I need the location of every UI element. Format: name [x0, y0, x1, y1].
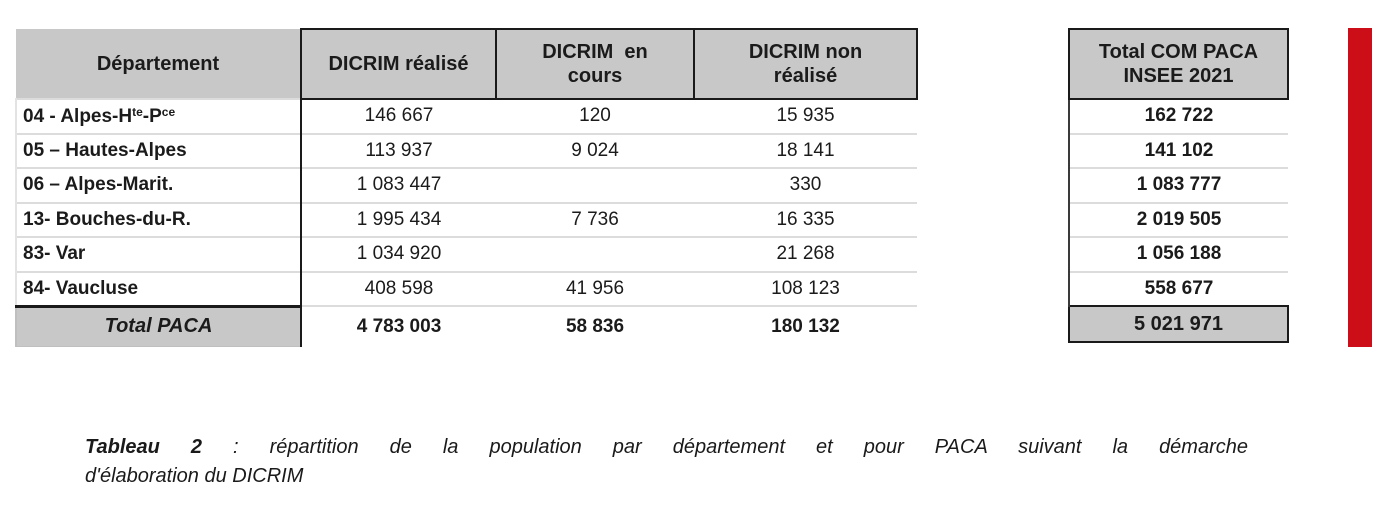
table-row: 1 056 188 [1068, 236, 1288, 272]
table-row: 84- Vaucluse 408 598 41 956 108 123 [15, 270, 917, 306]
insee-value-cell: 141 102 [1068, 132, 1288, 168]
insee-header: Total COM PACA INSEE 2021 [1068, 28, 1289, 100]
insee-table-body: 162 722 141 102 1 083 777 2 019 505 1 056 18… [1068, 98, 1289, 343]
value-cell: 21 268 [694, 236, 917, 272]
total-label-cell: Total PACA [15, 304, 302, 347]
table-row: 162 722 [1068, 98, 1288, 134]
table-row: 1 083 777 [1068, 167, 1288, 203]
value-cell: 146 667 [301, 98, 496, 134]
dept-superscript: ce [161, 104, 176, 119]
header-line: Total COM PACA [1098, 41, 1259, 63]
value-cell: 108 123 [694, 270, 917, 306]
col-header-3: DICRIM non réalisé [693, 28, 918, 100]
dicrim-by-department-table: Département DICRIM réalisé DICRIM en cours D… [15, 28, 918, 347]
value-cell: 41 956 [496, 270, 694, 306]
dept-text: 84- Vaucluse [23, 277, 139, 299]
dept-text: 83- Var [23, 243, 86, 265]
insee-totals-table: Total COM PACA INSEE 2021 162 722 141 102 1… [1068, 28, 1289, 343]
table-row: 06 – Alpes-Marit. 1 083 447 330 [15, 167, 917, 203]
value-cell: 113 937 [301, 132, 496, 168]
insee-total-cell: 5 021 971 [1068, 305, 1289, 343]
insee-table-header: Total COM PACA INSEE 2021 [1068, 28, 1289, 100]
caption-separator: : [233, 436, 239, 458]
dept-text: 06 – Alpes-Marit. [23, 174, 174, 196]
insee-value-cell: 1 083 777 [1068, 167, 1288, 203]
dept-cell: 06 – Alpes-Marit. [15, 167, 302, 203]
header-line: cours [567, 65, 623, 87]
value-cell: 7 736 [496, 201, 694, 237]
value-cell: 1 083 447 [301, 167, 496, 203]
table-row: 558 677 [1068, 270, 1288, 306]
dept-superscript: te [132, 104, 143, 119]
header-line: réalisé [773, 65, 838, 87]
header-row: Département DICRIM réalisé DICRIM en cours D… [16, 28, 918, 100]
table-row: 83- Var 1 034 920 21 268 [15, 236, 917, 272]
value-cell: 1 995 434 [301, 201, 496, 237]
caption-text: répartition de la population par départe… [269, 436, 1248, 458]
table-row: 05 – Hautes-Alpes 113 937 9 024 18 141 [15, 132, 917, 168]
total-value-cell: 180 132 [694, 305, 917, 346]
dept-cell: 83- Var [15, 236, 302, 272]
header-line: Département [96, 52, 220, 75]
insee-value-cell: 162 722 [1068, 98, 1288, 134]
value-cell [496, 236, 694, 272]
total-value-cell: 58 836 [496, 305, 694, 346]
total-row: 5 021 971 [1068, 305, 1289, 343]
dept-text: 13- Bouches-du-R. [23, 208, 191, 230]
dept-text: -P [142, 105, 162, 127]
dept-cell: 04 - Alpes-Hte-Pce [15, 98, 302, 134]
value-cell: 16 335 [694, 201, 917, 237]
col-header-0: Département [16, 29, 301, 99]
dept-text: 05 – Hautes-Alpes [23, 139, 187, 161]
table-row: 141 102 [1068, 132, 1288, 168]
caption-line-1: Tableau 2 : répartition de la population… [85, 433, 1248, 462]
value-cell: 1 034 920 [301, 236, 496, 272]
value-cell: 408 598 [301, 270, 496, 306]
header-row: Total COM PACA INSEE 2021 [1068, 28, 1289, 100]
dept-text: 04 - Alpes-H [23, 105, 133, 127]
value-cell [496, 167, 694, 203]
insee-value-cell: 558 677 [1068, 270, 1288, 306]
dicrim-table-body: 04 - Alpes-Hte-Pce 146 667 120 15 935 05 – H… [15, 98, 917, 347]
header-line: DICRIM non [748, 41, 863, 63]
dept-cell: 05 – Hautes-Alpes [15, 132, 302, 168]
insee-totals-container: Total COM PACA INSEE 2021 162 722 141 102 1… [1068, 28, 1289, 343]
col-header-2: DICRIM en cours [495, 28, 695, 100]
table-row: 13- Bouches-du-R. 1 995 434 7 736 16 335 [15, 201, 917, 237]
insee-value-cell: 2 019 505 [1068, 201, 1288, 237]
caption-label: Tableau 2 [85, 436, 202, 458]
table-caption: Tableau 2 : répartition de la population… [85, 433, 1248, 490]
red-accent-bar [1348, 28, 1372, 347]
header-line: DICRIM en [542, 41, 648, 63]
value-cell: 18 141 [694, 132, 917, 168]
value-cell: 120 [496, 98, 694, 134]
dept-cell: 13- Bouches-du-R. [15, 201, 302, 237]
header-line: DICRIM réalisé [328, 53, 469, 75]
dicrim-table-header: Département DICRIM réalisé DICRIM en cours D… [16, 28, 918, 100]
dept-cell: 84- Vaucluse [15, 270, 302, 306]
insee-value-cell: 1 056 188 [1068, 236, 1288, 272]
value-cell: 9 024 [496, 132, 694, 168]
total-value-cell: 4 783 003 [301, 305, 496, 346]
dicrim-table-container: Département DICRIM réalisé DICRIM en cours D… [15, 28, 918, 347]
caption-line-2: d'élaboration du DICRIM [85, 464, 304, 487]
total-row: Total PACA 4 783 003 58 836 180 132 [15, 304, 917, 347]
header-line: INSEE 2021 [1123, 65, 1234, 87]
table-row: 04 - Alpes-Hte-Pce 146 667 120 15 935 [15, 98, 917, 134]
value-cell: 330 [694, 167, 917, 203]
table-row: 2 019 505 [1068, 201, 1288, 237]
col-header-1: DICRIM réalisé [300, 28, 497, 100]
value-cell: 15 935 [694, 98, 917, 134]
